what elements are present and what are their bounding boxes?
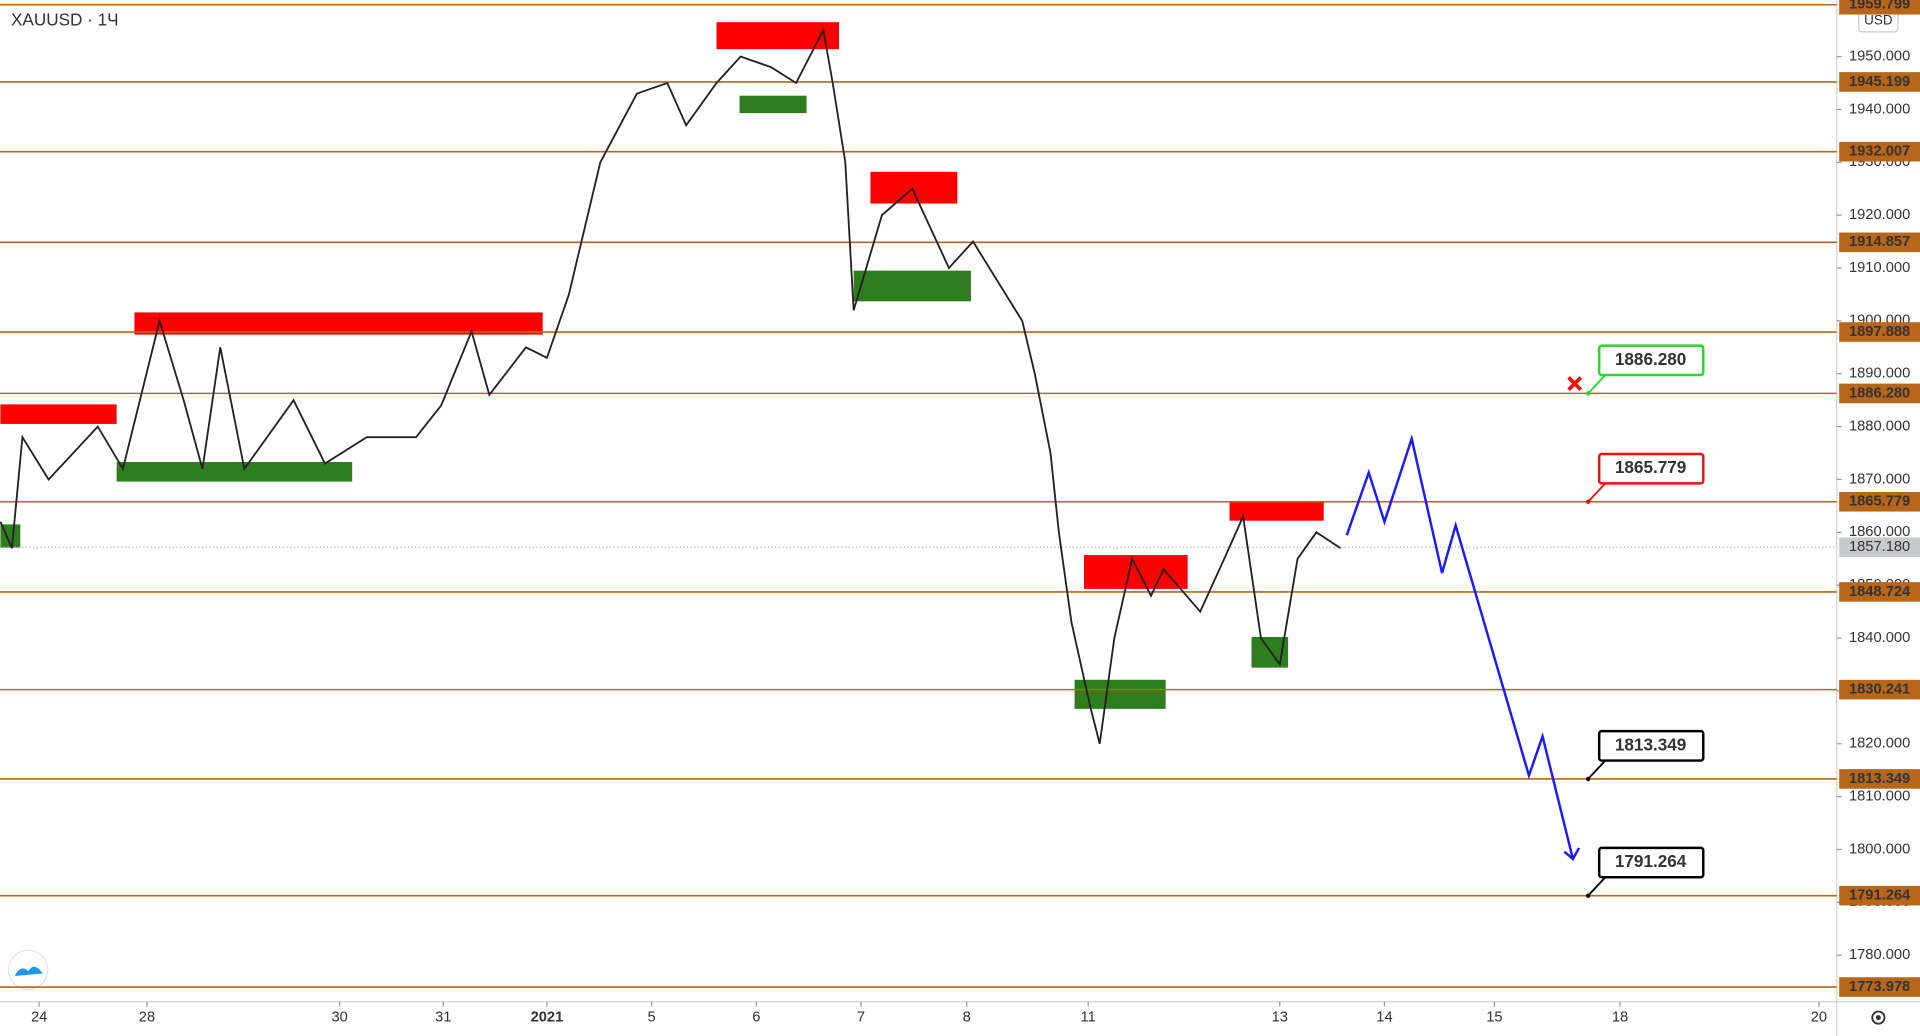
x-tick-label: 31 xyxy=(435,1010,451,1026)
x-tick-label: 15 xyxy=(1486,1010,1502,1026)
level-label: 1945.199 xyxy=(1849,74,1910,90)
y-tick-label: 1910.000 xyxy=(1849,260,1910,276)
y-tick-label: 1780.000 xyxy=(1849,947,1910,963)
y-tick-label: 1870.000 xyxy=(1849,471,1910,487)
zone xyxy=(134,312,543,335)
projection-arrowhead xyxy=(1563,847,1581,861)
level-label-box xyxy=(1839,679,1920,700)
projection-path xyxy=(1345,434,1575,860)
y-tick-label: 1840.000 xyxy=(1849,630,1910,646)
last-price-label: 1857.180 xyxy=(1849,539,1910,555)
level-label: 1830.241 xyxy=(1849,681,1910,697)
level-label: 1773.978 xyxy=(1849,979,1910,995)
y-tick-label: 1800.000 xyxy=(1849,841,1910,857)
x-tick-label: 13 xyxy=(1272,1010,1288,1026)
level-label-box xyxy=(1839,322,1920,342)
logo-icon[interactable] xyxy=(14,966,43,976)
x-tick-label: 11 xyxy=(1081,1010,1096,1026)
level-label-box xyxy=(1839,232,1920,253)
level-label-box xyxy=(1839,885,1920,906)
x-tick-label: 7 xyxy=(857,1010,865,1026)
y-tick-label: 1940.000 xyxy=(1849,101,1910,117)
y-tick-label: 1880.000 xyxy=(1849,418,1910,434)
callout-pointer xyxy=(1587,759,1606,780)
x-tick-label: 30 xyxy=(331,1010,347,1026)
zones xyxy=(0,22,1324,709)
logo-circle[interactable] xyxy=(7,949,49,991)
zone xyxy=(716,22,840,50)
zone xyxy=(116,462,353,482)
level-label-box xyxy=(1839,72,1920,92)
y-tick-label: 1860.000 xyxy=(1849,524,1910,540)
callout-box xyxy=(1597,344,1705,377)
level-label: 1914.857 xyxy=(1849,234,1910,250)
callout-pointer xyxy=(1587,876,1606,897)
x-tick-label: 18 xyxy=(1612,1010,1628,1026)
x-tick-label: 20 xyxy=(1811,1010,1827,1026)
price-line xyxy=(0,27,1341,744)
currency-label[interactable]: USD xyxy=(1864,12,1893,27)
level-label-box xyxy=(1839,769,1920,789)
callout-label: 1865.779 xyxy=(1615,457,1686,477)
level-label: 1813.349 xyxy=(1849,771,1910,787)
callout-pointer xyxy=(1587,482,1606,503)
level-label: 1959.799 xyxy=(1849,0,1910,13)
level-label-box xyxy=(1839,491,1920,512)
x-tick-label: 6 xyxy=(752,1010,760,1026)
cancel-mark xyxy=(1567,376,1583,392)
y-tick-label: 1890.000 xyxy=(1849,366,1910,382)
x-tick-label: 14 xyxy=(1376,1010,1392,1026)
y-tick-label: 1920.000 xyxy=(1849,207,1910,223)
x-tick-label: 8 xyxy=(963,1010,971,1026)
zone xyxy=(739,95,807,114)
callout-label: 1791.264 xyxy=(1615,851,1687,871)
zone xyxy=(1229,501,1324,521)
level-label-box xyxy=(1839,0,1920,15)
gear-icon[interactable] xyxy=(1871,1010,1886,1025)
gear-center[interactable] xyxy=(1875,1015,1881,1021)
y-tick-label: 1810.000 xyxy=(1849,788,1910,804)
zone xyxy=(0,524,21,548)
callout-pointer xyxy=(1587,374,1606,395)
callout-box xyxy=(1597,452,1705,485)
symbol-title: XAUUSD · 1Ч xyxy=(11,9,119,29)
level-label-box xyxy=(1839,582,1920,602)
level-label-box xyxy=(1839,977,1920,997)
x-tick-label: 24 xyxy=(31,1010,47,1026)
y-tick-label: 1820.000 xyxy=(1849,736,1910,752)
level-label: 1865.779 xyxy=(1849,494,1910,510)
last-price-box xyxy=(1839,537,1920,558)
x-tick-label: 5 xyxy=(648,1010,656,1026)
callout-label: 1813.349 xyxy=(1615,734,1686,754)
callout-box xyxy=(1597,729,1705,762)
level-label: 1791.264 xyxy=(1849,888,1911,904)
logo[interactable] xyxy=(7,949,49,991)
zone xyxy=(870,171,958,204)
y-tick-label: 1950.000 xyxy=(1849,48,1910,64)
level-label: 1932.007 xyxy=(1849,144,1910,160)
level-label: 1886.280 xyxy=(1849,385,1910,401)
level-label: 1848.724 xyxy=(1849,584,1911,600)
zone xyxy=(0,404,117,424)
settings-gear[interactable] xyxy=(1871,1010,1886,1025)
zone xyxy=(1083,555,1188,589)
callout-box xyxy=(1597,846,1705,879)
zone xyxy=(853,270,971,302)
callout-label: 1886.280 xyxy=(1615,349,1686,369)
level-label: 1897.888 xyxy=(1849,324,1910,340)
level-label-box xyxy=(1839,383,1920,404)
x-tick-label: 2021 xyxy=(531,1010,564,1026)
x-tick-label: 28 xyxy=(139,1010,155,1026)
level-label-box xyxy=(1839,141,1920,162)
